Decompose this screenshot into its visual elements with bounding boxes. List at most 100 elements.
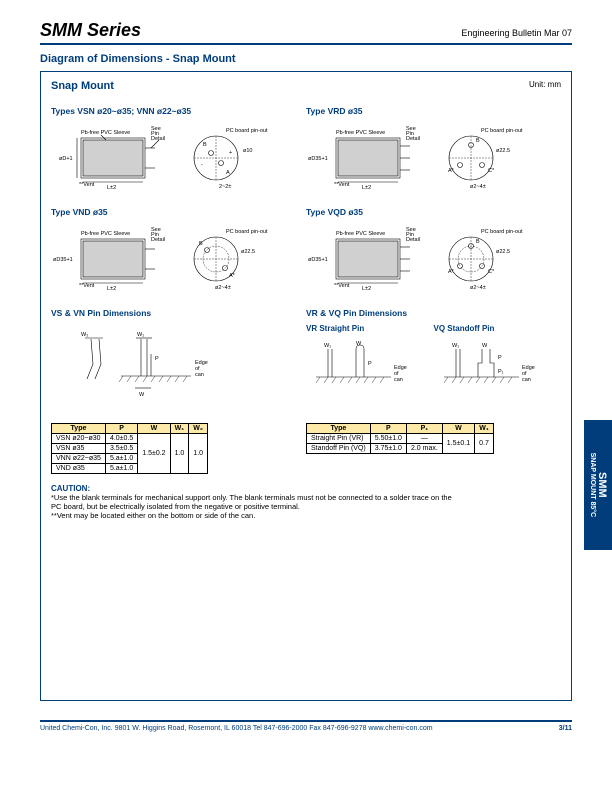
svg-text:A*: A* [448, 168, 455, 174]
td: VSN ø20~ø30 [52, 434, 106, 444]
svg-text:Detail: Detail [151, 237, 165, 243]
td: 1.0 [189, 434, 208, 474]
svg-text:B: B [476, 239, 480, 245]
diagram-vrd: Type VRD ø35 Pb-free PVC Sleeve SeePinDe… [306, 106, 561, 195]
diagram-title: Type VND ø35 [51, 207, 306, 217]
td: 1.0 [170, 434, 189, 474]
td: 3.75±1.0 [370, 444, 406, 454]
svg-text:øD35+1: øD35+1 [308, 257, 328, 263]
td: VSN ø35 [52, 444, 106, 454]
svg-text:C*: C* [488, 269, 495, 275]
svg-text:B: B [203, 142, 207, 148]
svg-text:øD35+1: øD35+1 [53, 257, 73, 263]
svg-text:can: can [195, 372, 204, 378]
svg-text:Pb-free PVC Sleeve: Pb-free PVC Sleeve [336, 231, 385, 237]
footer-page: 3/11 [559, 725, 572, 732]
svg-text:P: P [498, 355, 502, 361]
svg-text:Detail: Detail [406, 237, 420, 243]
svg-text:+: + [229, 150, 232, 156]
td: — [406, 434, 442, 444]
svg-text:L±2: L±2 [362, 286, 371, 292]
caution-text: *Use the blank terminals for mechanical … [51, 493, 561, 502]
unit-label: Unit: mm [529, 80, 561, 89]
td: 5.50±1.0 [370, 434, 406, 444]
svg-text:P₁: P₁ [498, 369, 504, 375]
diagram-vqd: Type VQD ø35 Pb-free PVC Sleeve SeePinDe… [306, 207, 561, 296]
footer: United Chemi-Con, Inc. 9801 W. Higgins R… [40, 720, 572, 732]
svg-text:C*: C* [488, 168, 495, 174]
pin-title: VS & VN Pin Dimensions [51, 308, 306, 318]
capacitor-diagram-icon: Pb-free PVC Sleeve SeePinDetail øD35+1 *… [306, 223, 536, 293]
box-title: Snap Mount [51, 80, 561, 92]
th: W [442, 424, 474, 434]
caution-title: CAUTION: [51, 484, 561, 493]
diagram-vsn-vnn: Types VSN ø20~ø35; VNN ø22~ø35 Pb-free P… [51, 106, 306, 195]
svg-text:ø10: ø10 [243, 148, 252, 154]
svg-text:can: can [522, 377, 531, 383]
pin-title: VR & VQ Pin Dimensions [306, 308, 561, 318]
bulletin-date: Engineering Bulletin Mar 07 [461, 28, 572, 38]
th: Type [307, 424, 371, 434]
svg-text:ø22.5: ø22.5 [496, 148, 510, 154]
diagram-title: Type VQD ø35 [306, 207, 561, 217]
svg-text:L±2: L±2 [107, 185, 116, 191]
capacitor-diagram-icon: Pb-free PVC Sleeve See Pin Detail øD+1 *… [51, 122, 281, 192]
td: Standoff Pin (VQ) [307, 444, 371, 454]
pin-sublabel: VR Straight Pin [306, 324, 434, 333]
diagram-title: Type VRD ø35 [306, 106, 561, 116]
th: W₁ [170, 424, 189, 434]
svg-text:A*: A* [448, 269, 455, 275]
footer-company: United Chemi-Con, Inc. 9801 W. Higgins R… [40, 725, 433, 732]
td: VNN ø22~ø35 [52, 454, 106, 464]
svg-text:ø2~4±: ø2~4± [470, 285, 486, 291]
th: Type [52, 424, 106, 434]
side-tab-title: SMM [596, 453, 608, 518]
svg-text:Detail: Detail [406, 136, 420, 142]
pin-sublabel: VQ Standoff Pin [434, 324, 562, 333]
th: W₁ [475, 424, 494, 434]
td: 1.5±0.2 [138, 434, 170, 474]
svg-text:B: B [476, 138, 480, 144]
pin-diagram-icon: W₂ W₁ P Edge of can W [51, 324, 281, 402]
svg-text:W₁: W₁ [324, 343, 331, 349]
pin-dim-left: VS & VN Pin Dimensions W₂ W₁ P [51, 308, 306, 405]
svg-text:PC board pin-out: PC board pin-out [226, 229, 268, 235]
diagrams-grid: Types VSN ø20~ø35; VNN ø22~ø35 Pb-free P… [51, 106, 561, 417]
pin-diagram-icon: W₁ W P Edge of can [306, 337, 416, 397]
svg-text:Pb-free PVC Sleeve: Pb-free PVC Sleeve [336, 130, 385, 136]
svg-text:W₂: W₂ [81, 332, 88, 338]
svg-text:W: W [139, 392, 145, 398]
pin-diagram-icon: W₁ W P P₁ Edge of can [434, 337, 544, 397]
svg-text:**Vent: **Vent [79, 182, 95, 188]
svg-text:L±2: L±2 [362, 185, 371, 191]
series-title: SMM Series [40, 20, 141, 41]
td: 3.5±0.5 [105, 444, 137, 454]
side-tab: SMM SNAP MOUNT 85°C [584, 420, 612, 550]
th: W [138, 424, 170, 434]
content-box: Snap Mount Unit: mm Types VSN ø20~ø35; V… [40, 71, 572, 701]
svg-text:W₁: W₁ [452, 343, 459, 349]
th: P₁ [406, 424, 442, 434]
svg-text:ø22.5: ø22.5 [496, 249, 510, 255]
td: 5.a±1.0 [105, 454, 137, 464]
svg-text:**Vent: **Vent [334, 182, 350, 188]
svg-text:W₁: W₁ [137, 332, 144, 338]
td: 5.a±1.0 [105, 464, 137, 474]
td: 2.0 max. [406, 444, 442, 454]
caution-text: **Vent may be located either on the bott… [51, 511, 561, 520]
svg-text:Pb-free PVC Sleeve: Pb-free PVC Sleeve [81, 130, 130, 136]
svg-text:W: W [356, 341, 362, 347]
svg-text:ø2~4±: ø2~4± [470, 184, 486, 190]
header: SMM Series Engineering Bulletin Mar 07 [40, 20, 572, 45]
caution-block: CAUTION: *Use the blank terminals for me… [51, 484, 561, 520]
svg-text:B: B [199, 241, 203, 247]
svg-text:can: can [394, 377, 403, 383]
th: W₂ [189, 424, 208, 434]
pin-table-left: Type P W W₁ W₂ VSN ø20~ø30 4.0±0.5 1.5±0… [51, 423, 208, 474]
td: Straight Pin (VR) [307, 434, 371, 444]
capacitor-diagram-icon: Pb-free PVC Sleeve SeePinDetail øD35+1 *… [306, 122, 536, 192]
svg-text:Pb-free PVC Sleeve: Pb-free PVC Sleeve [81, 231, 130, 237]
pin-dim-right: VR & VQ Pin Dimensions VR Straight Pin W… [306, 308, 561, 405]
svg-text:PC board pin-out: PC board pin-out [226, 128, 268, 134]
svg-text:øD+1: øD+1 [59, 156, 73, 162]
